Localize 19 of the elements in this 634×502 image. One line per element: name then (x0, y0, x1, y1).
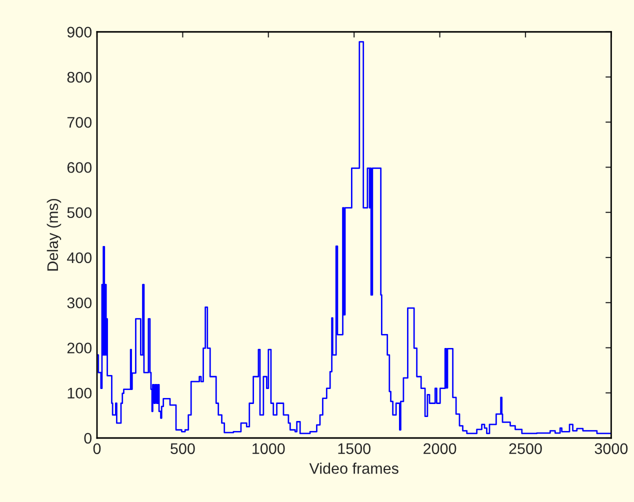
x-tick-label: 2000 (424, 443, 456, 454)
x-tick-label: 1000 (252, 443, 285, 454)
y-tick-label: 100 (68, 388, 92, 399)
x-tick-label: 500 (170, 443, 195, 454)
y-tick-label: 700 (67, 116, 92, 128)
y-tick-label: 500 (67, 207, 92, 218)
x-tick-label: 2500 (509, 443, 542, 454)
y-tick-label: 400 (67, 252, 92, 264)
y-tick-label: 0 (84, 432, 92, 444)
y-tick-label: 200 (67, 342, 92, 354)
x-tick-label: 1500 (338, 443, 370, 454)
y-axis-title: Delay (ms) (46, 198, 62, 271)
y-tick-label: 300 (67, 297, 92, 308)
x-tick-label: 3000 (594, 443, 628, 454)
x-tick-label: 0 (93, 443, 101, 454)
y-tick-label: 900 (67, 26, 92, 38)
x-axis-title: Video frames (309, 462, 398, 474)
y-tick-label: 600 (67, 162, 92, 173)
y-tick-label: 800 (67, 72, 92, 83)
